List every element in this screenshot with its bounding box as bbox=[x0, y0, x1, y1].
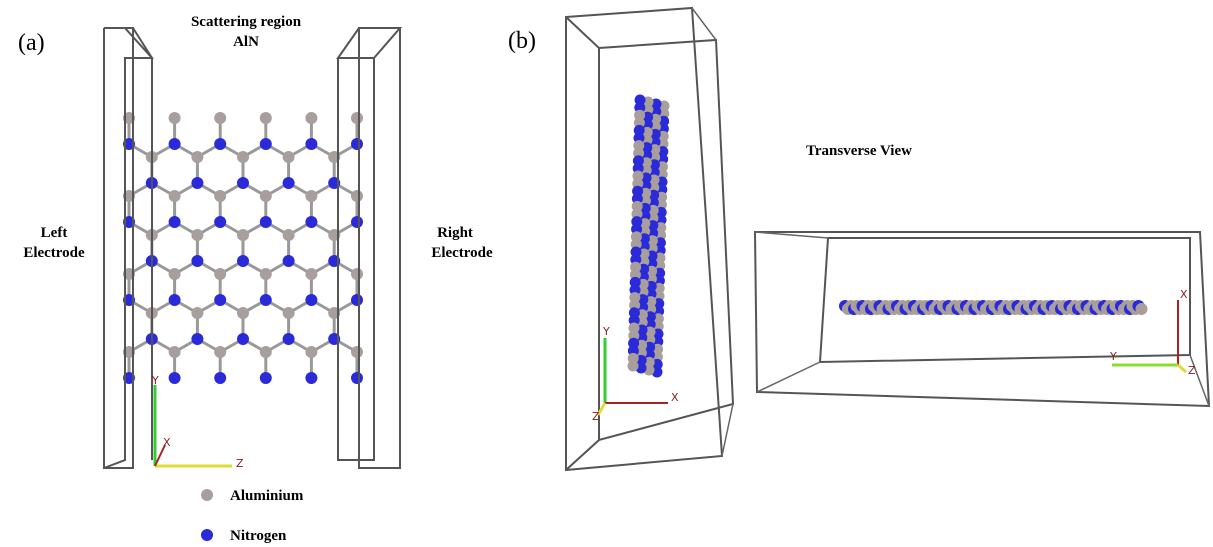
lattice bbox=[123, 95, 1148, 385]
atom bbox=[1136, 303, 1148, 315]
atom bbox=[169, 268, 181, 280]
figure: (a) Scattering region AlN Left Electrode… bbox=[0, 0, 1213, 547]
atom bbox=[237, 151, 249, 163]
side-label: Right bbox=[437, 225, 473, 241]
atom bbox=[191, 333, 203, 345]
atom bbox=[191, 177, 203, 189]
axis-label: X bbox=[163, 436, 171, 449]
legend-marker bbox=[201, 529, 213, 541]
atom bbox=[305, 190, 317, 202]
atom bbox=[283, 177, 295, 189]
atom bbox=[305, 268, 317, 280]
axis-label: Y bbox=[1109, 350, 1117, 363]
atom bbox=[351, 372, 363, 384]
title: Scattering region bbox=[191, 14, 302, 30]
atom bbox=[305, 294, 317, 306]
atom bbox=[237, 229, 249, 241]
atom bbox=[351, 268, 363, 280]
axis-label: Y bbox=[602, 325, 610, 338]
axis-label: Z bbox=[592, 410, 600, 423]
atom bbox=[628, 361, 639, 372]
atom bbox=[237, 177, 249, 189]
atom bbox=[191, 307, 203, 319]
atom bbox=[351, 138, 363, 150]
atom bbox=[214, 112, 226, 124]
atom bbox=[260, 112, 272, 124]
axis-label: Z bbox=[1188, 364, 1196, 377]
atom bbox=[237, 255, 249, 267]
atom bbox=[169, 112, 181, 124]
atom bbox=[191, 229, 203, 241]
legend-label: Aluminium bbox=[230, 488, 304, 504]
atom bbox=[169, 346, 181, 358]
atom bbox=[283, 229, 295, 241]
atom bbox=[260, 294, 272, 306]
atom bbox=[260, 190, 272, 202]
panel-label: (a) bbox=[18, 30, 45, 56]
atom bbox=[305, 112, 317, 124]
atom bbox=[283, 255, 295, 267]
atom bbox=[351, 346, 363, 358]
right-electrode-box bbox=[338, 28, 400, 468]
left-electrode-box bbox=[104, 28, 152, 468]
atom bbox=[237, 307, 249, 319]
atom bbox=[283, 151, 295, 163]
atom bbox=[305, 372, 317, 384]
atom bbox=[260, 372, 272, 384]
legend-marker bbox=[201, 489, 213, 501]
legend-label: Nitrogen bbox=[230, 528, 287, 544]
axis-label: Z bbox=[236, 457, 244, 470]
atom bbox=[214, 190, 226, 202]
atom bbox=[305, 138, 317, 150]
atom bbox=[305, 216, 317, 228]
atom bbox=[283, 307, 295, 319]
atom bbox=[169, 294, 181, 306]
atom bbox=[169, 190, 181, 202]
annotation: Transverse View bbox=[806, 143, 912, 159]
atom bbox=[214, 346, 226, 358]
atom bbox=[260, 346, 272, 358]
atom bbox=[351, 294, 363, 306]
atom bbox=[214, 216, 226, 228]
axis-label: X bbox=[671, 391, 679, 404]
side-label: Electrode bbox=[23, 245, 85, 261]
atom bbox=[260, 216, 272, 228]
axis-label: Y bbox=[151, 374, 159, 387]
atom bbox=[260, 138, 272, 150]
side-label: Electrode bbox=[431, 245, 493, 261]
atom bbox=[191, 255, 203, 267]
atom bbox=[260, 268, 272, 280]
atom bbox=[237, 333, 249, 345]
atom bbox=[214, 138, 226, 150]
atom bbox=[351, 216, 363, 228]
atom bbox=[169, 372, 181, 384]
atom bbox=[169, 138, 181, 150]
atom bbox=[283, 333, 295, 345]
top-view-box bbox=[755, 232, 1209, 406]
atom bbox=[169, 216, 181, 228]
atom bbox=[214, 372, 226, 384]
axes-triad: Y X Z bbox=[151, 374, 244, 470]
side-label: Left bbox=[41, 225, 68, 241]
atom bbox=[305, 346, 317, 358]
atom bbox=[351, 112, 363, 124]
panel-label: (b) bbox=[508, 28, 536, 54]
atom bbox=[214, 268, 226, 280]
axis-label: X bbox=[1180, 288, 1188, 301]
atom bbox=[214, 294, 226, 306]
atom bbox=[191, 151, 203, 163]
atom bbox=[351, 190, 363, 202]
title: AlN bbox=[233, 34, 259, 50]
